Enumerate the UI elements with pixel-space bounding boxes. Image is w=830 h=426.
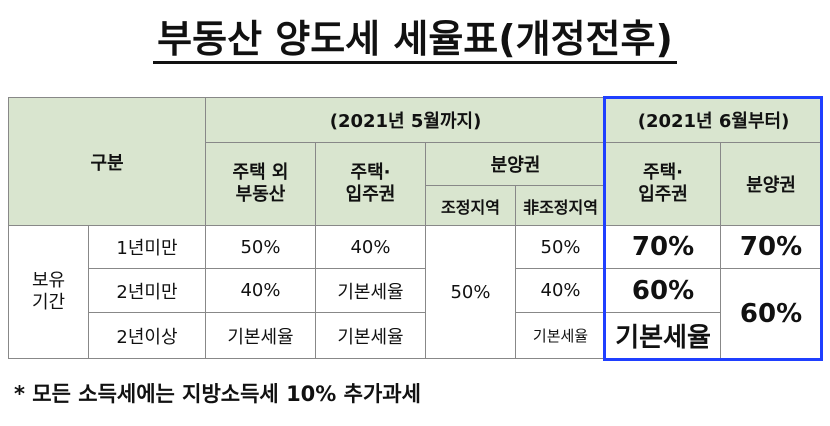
column-header: 주택· 입주권: [315, 142, 426, 226]
sub-header: 조정지역: [425, 185, 516, 226]
row-group: 보유 기간: [8, 225, 89, 359]
group-header: (2021년 5월까지): [204, 97, 607, 143]
footnote: * 모든 소득세에는 지방소득세 10% 추가과세: [14, 382, 421, 406]
header-line: 주택·: [643, 162, 684, 184]
column-header: 주택· 입주권: [605, 142, 722, 226]
cell: 40%: [315, 225, 426, 269]
row-group-line: 보유: [31, 270, 66, 292]
column-header: 분양권: [424, 142, 607, 186]
cell: 기본세율: [605, 312, 722, 359]
corner: 구분: [8, 97, 206, 226]
cell: 50%: [425, 225, 516, 359]
cell: 60%: [605, 268, 722, 313]
cell: 50%: [205, 225, 316, 269]
cell: 40%: [205, 268, 316, 313]
period: 2년미만: [88, 268, 206, 313]
highlight-box: [603, 96, 823, 361]
header-line: 부동산: [235, 184, 286, 205]
cell: 70%: [605, 225, 722, 269]
title: 부동산 양도세 세율표(개정전후): [0, 8, 830, 64]
cell: 50%: [514, 225, 607, 269]
column-header: 주택 외 부동산: [205, 142, 316, 226]
row-group-line: 기간: [31, 292, 66, 313]
title-text: 부동산 양도세 세율표(개정전후): [153, 17, 677, 64]
cell: 40%: [514, 268, 607, 313]
cell: 기본세율: [205, 312, 316, 359]
header-line: 주택·: [350, 162, 391, 184]
cell: 기본세율: [315, 312, 426, 359]
header-line: 입주권: [638, 184, 688, 205]
cell: 기본세율: [315, 268, 426, 313]
period: 2년이상: [88, 312, 206, 359]
sub-header: 非조정지역: [514, 185, 607, 226]
header-line: 주택 외: [232, 162, 289, 184]
header-line: 입주권: [345, 184, 396, 205]
cell: 기본세율: [514, 312, 607, 359]
rate-table: 구분 (2021년 5월까지) (2021년 6월부터) 주택 외 부동산 주택·…: [8, 97, 823, 359]
period: 1년미만: [88, 225, 206, 269]
column-header: 분양권: [720, 142, 823, 226]
cell: 60%: [720, 268, 823, 359]
